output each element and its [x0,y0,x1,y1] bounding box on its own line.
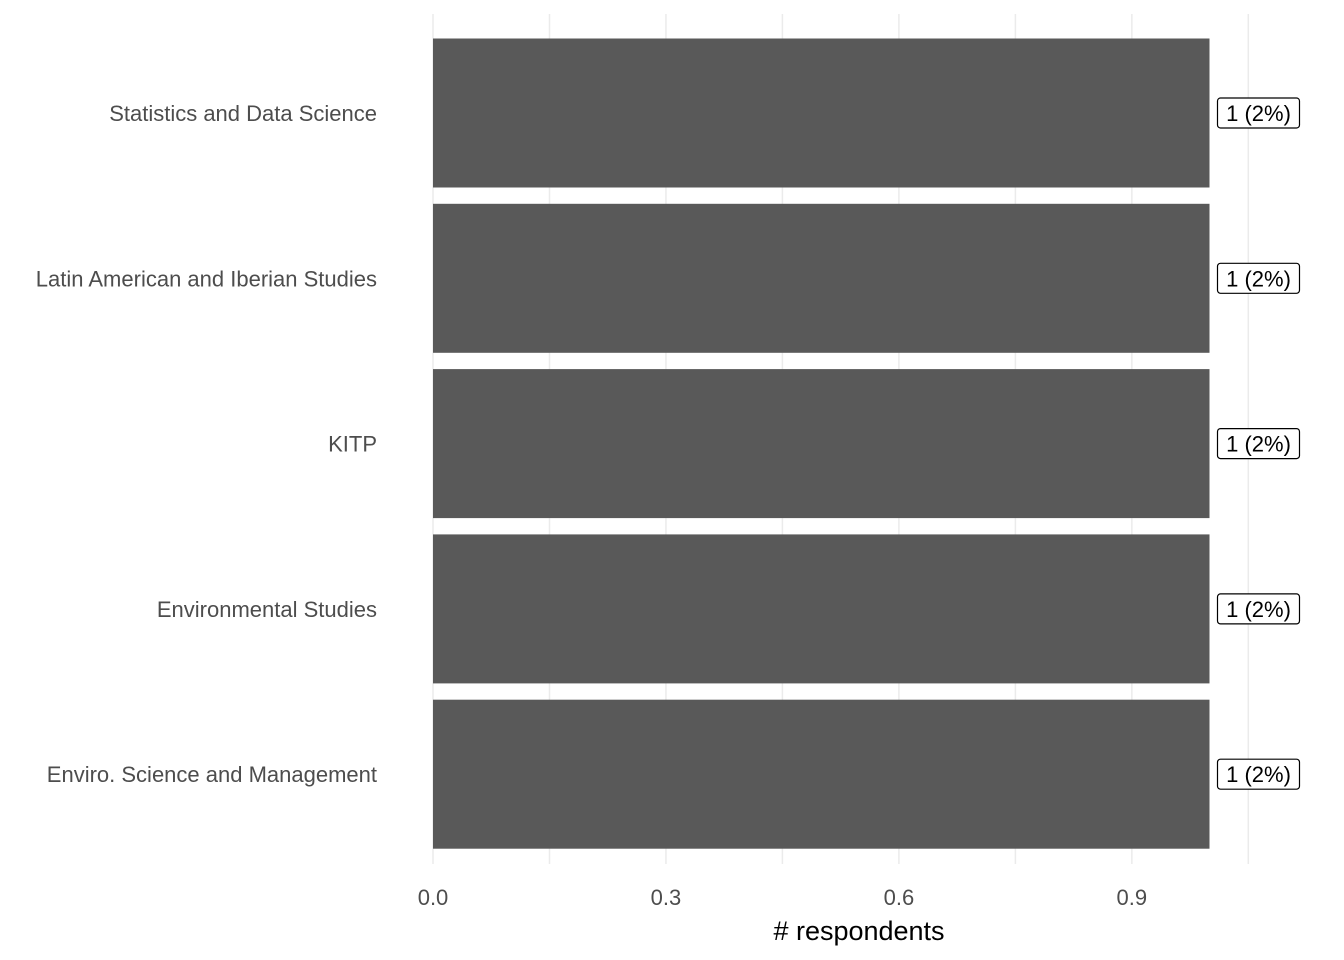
category-label: Enviro. Science and Management [47,762,377,787]
data-label-box [1216,758,1301,790]
category-labels: Statistics and Data Science Latin America… [36,101,377,787]
x-tick-label: 0.3 [651,885,682,910]
x-tick-label: 0.9 [1117,885,1148,910]
x-tick-label: 0.0 [418,885,449,910]
data-label: 1 (2%) [1216,428,1301,460]
data-label-text: 1 (2%) [1226,266,1291,291]
x-axis-title: # respondents [773,916,944,946]
data-label-text: 1 (2%) [1226,101,1291,126]
x-tick-label: 0.6 [884,885,915,910]
data-label-box [1216,593,1301,625]
category-label: Latin American and Iberian Studies [36,266,377,291]
bar [433,369,1210,519]
data-label: 1 (2%) [1216,758,1301,790]
data-label-box [1216,97,1301,129]
category-label: Statistics and Data Science [109,101,377,126]
data-label: 1 (2%) [1216,97,1301,129]
data-label-box [1216,428,1301,460]
x-tick-labels: 0.0 0.3 0.6 0.9 [418,885,1147,910]
category-label: Environmental Studies [157,597,377,622]
data-label: 1 (2%) [1216,262,1301,294]
data-label-text: 1 (2%) [1226,762,1291,787]
data-label-box [1216,262,1301,294]
bars [433,38,1210,849]
bar [433,203,1210,353]
data-label-text: 1 (2%) [1226,597,1291,622]
data-label: 1 (2%) [1216,593,1301,625]
bar [433,699,1210,849]
data-label-text: 1 (2%) [1226,432,1291,457]
bar [433,534,1210,684]
data-labels: 1 (2%) 1 (2%) 1 (2%) 1 (2%) 1 (2%) [1216,97,1301,790]
category-label: KITP [328,432,377,457]
bar [433,38,1210,188]
